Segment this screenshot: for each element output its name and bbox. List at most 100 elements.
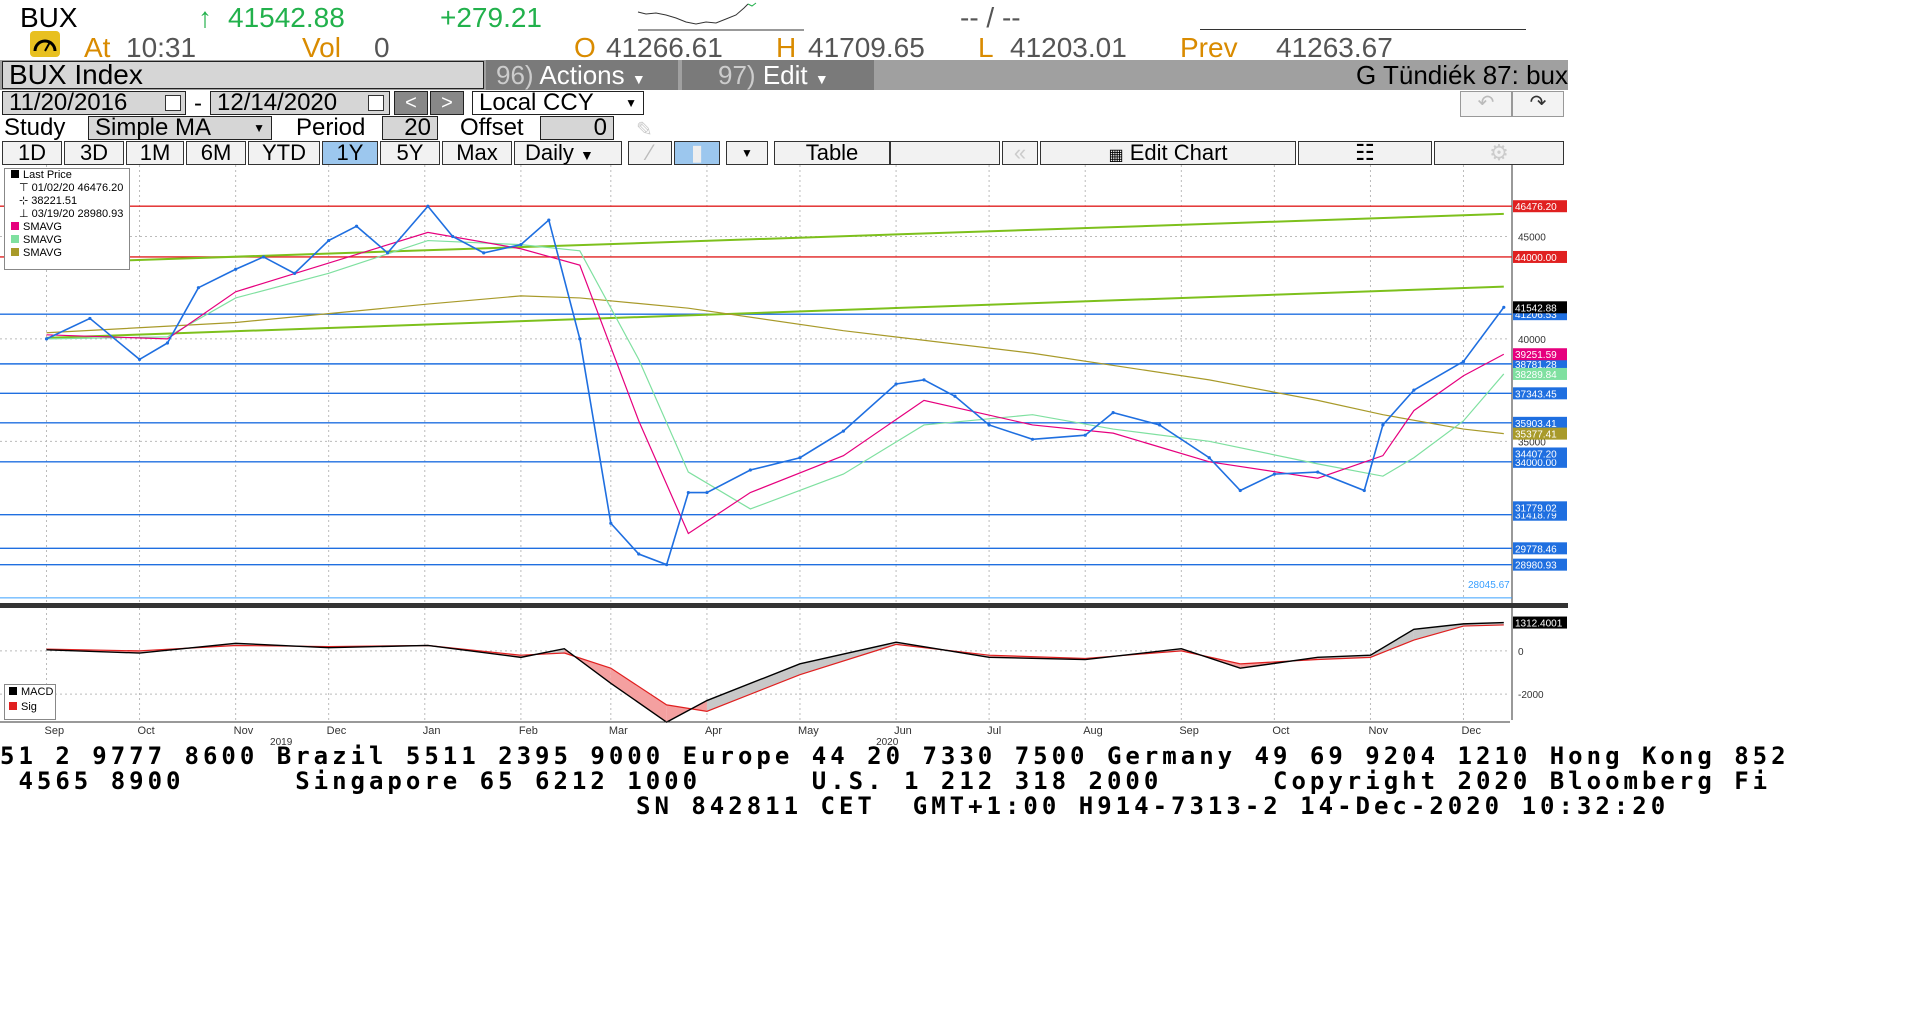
actions-menu[interactable]: 96) Actions ▼	[486, 60, 678, 90]
pencil-icon[interactable]: ✎	[636, 119, 653, 141]
line-chart-icon[interactable]: ⁄	[628, 141, 672, 165]
edit-menu[interactable]: 97) Edit ▼	[682, 60, 874, 90]
prev-label: Prev	[1180, 32, 1238, 63]
level-badge	[1513, 542, 1567, 555]
price-point	[748, 468, 752, 472]
start-date-field[interactable]: 11/20/2016	[2, 91, 186, 115]
level-badge-label: 28980.93	[1515, 561, 1557, 572]
currency-select[interactable]: Local CCY ▼	[472, 91, 644, 115]
x-tick-label: Dec	[327, 725, 347, 737]
series-signal	[46, 624, 1504, 712]
chart-edit-icon: ▦	[1108, 147, 1124, 164]
trendline	[46, 212, 1504, 265]
price-point	[88, 316, 92, 321]
price-point	[1207, 456, 1211, 460]
range-1m[interactable]: 1M	[126, 141, 184, 165]
edit-number: 97)	[718, 60, 756, 90]
edit-label: Edit	[762, 60, 808, 90]
high-value: 41709.65	[808, 32, 925, 63]
price-point	[44, 337, 49, 341]
level-badge	[1513, 387, 1567, 400]
price-point	[1381, 423, 1385, 427]
time-value: 10:31	[126, 32, 197, 63]
level-badge-label: 34000.00	[1515, 458, 1557, 469]
price-point	[798, 456, 802, 460]
open-label: O	[574, 32, 596, 63]
redo-button[interactable]: ↷	[1512, 91, 1564, 117]
price-point	[482, 251, 486, 255]
period-label: Period	[296, 114, 366, 141]
level-badge	[1513, 558, 1567, 571]
series-sma-short	[46, 231, 1505, 535]
calendar-icon[interactable]	[368, 95, 384, 111]
legend-low: ⊥ 03/19/20 28980.93	[19, 208, 124, 220]
value-badge	[1513, 348, 1567, 361]
value-badge-label: 31779.02	[1515, 503, 1557, 514]
macd-legend: MACD Sig	[4, 684, 56, 720]
bar-chart-icon[interactable]: ▮	[674, 141, 720, 165]
range-ytd[interactable]: YTD	[248, 141, 320, 165]
next-period-button[interactable]: >	[430, 91, 464, 115]
y-tick-label: 35000	[1518, 437, 1546, 448]
edit-chart-label: Edit Chart	[1129, 140, 1228, 165]
chevron-down-icon: ▼	[580, 147, 594, 163]
range-buttons: 1D 3D 1M 6M YTD 1Y 5Y Max Daily ▼ ⁄ ▮ ▼ …	[0, 141, 1568, 165]
x-tick-label: Oct	[138, 725, 155, 737]
macd-badge	[1513, 616, 1567, 629]
range-1d[interactable]: 1D	[2, 141, 62, 165]
y-tick-label: 0	[1518, 647, 1524, 658]
price-chart[interactable]: 35000 40000 45000 46476.20 44000.00 41206.53 3…	[0, 165, 1568, 605]
price-point	[894, 382, 898, 386]
table-button[interactable]: Table	[774, 141, 890, 165]
open-value: 41266.61	[606, 32, 723, 63]
range-max[interactable]: Max	[442, 141, 512, 165]
double-chevron-left-icon[interactable]: «	[1002, 141, 1038, 165]
undo-button[interactable]: ↶	[1460, 91, 1512, 117]
chevron-down-icon: ▼	[814, 71, 829, 87]
chevron-down-icon: ▼	[253, 121, 265, 135]
series-last-price	[46, 204, 1505, 566]
security-field[interactable]: BUX Index	[2, 61, 484, 89]
x-tick-label: Aug	[1083, 725, 1103, 737]
range-5y[interactable]: 5Y	[380, 141, 440, 165]
gear-icon[interactable]: ⚙	[1434, 141, 1564, 165]
value-badge-label: 35377.41	[1515, 430, 1557, 441]
price-point	[234, 267, 238, 271]
settings-list-icon[interactable]: ☷	[1298, 141, 1432, 165]
end-date-field[interactable]: 12/14/2020	[210, 91, 390, 115]
legend-sma1: SMAVG	[5, 221, 129, 234]
edit-chart-button[interactable]: ▦ Edit Chart	[1040, 141, 1296, 165]
level-badge-label: 44000.00	[1515, 253, 1557, 264]
offset-input[interactable]: 0	[540, 116, 614, 140]
gauge-icon[interactable]	[30, 31, 60, 57]
price-point	[196, 286, 201, 290]
chart-divider[interactable]	[0, 603, 1568, 608]
price-point	[686, 490, 690, 495]
calendar-icon[interactable]	[165, 95, 181, 111]
y-tick-label: 45000	[1518, 232, 1546, 243]
chart-legend[interactable]: Last Price ⊤ 01/02/20 46476.20 ⊹ 38221.5…	[4, 168, 130, 270]
high-label: H	[776, 32, 797, 63]
level-label: 28045.67	[1468, 580, 1510, 591]
price-point	[922, 378, 926, 382]
study-value: Simple MA	[95, 114, 212, 141]
legend-sma3: SMAVG	[5, 247, 129, 260]
period-input[interactable]: 20	[382, 116, 438, 140]
study-select[interactable]: Simple MA ▼	[88, 116, 272, 140]
chart-type-chevron-icon[interactable]: ▼	[726, 141, 768, 165]
price-point	[578, 337, 582, 341]
series-macd	[46, 621, 1504, 723]
range-1y[interactable]: 1Y	[322, 141, 378, 165]
range-3d[interactable]: 3D	[64, 141, 124, 165]
start-date: 11/20/2016	[9, 89, 128, 116]
level-badge-label: 31418.79	[1515, 511, 1557, 522]
legend-last-price: Last Price	[5, 169, 129, 182]
range-6m[interactable]: 6M	[186, 141, 246, 165]
macd-chart[interactable]: 0 -2000 1312.4001 Sep Oct Nov Dec Jan Feb Mar Apr M…	[0, 608, 1568, 750]
level-badge-label: 37343.45	[1515, 389, 1557, 400]
level-badge-label: 29778.46	[1515, 544, 1557, 555]
value-badge	[1513, 501, 1567, 514]
frequency-select[interactable]: Daily ▼	[514, 141, 622, 165]
prev-period-button[interactable]: <	[394, 91, 428, 115]
x-tick-label: Jul	[987, 725, 1001, 737]
